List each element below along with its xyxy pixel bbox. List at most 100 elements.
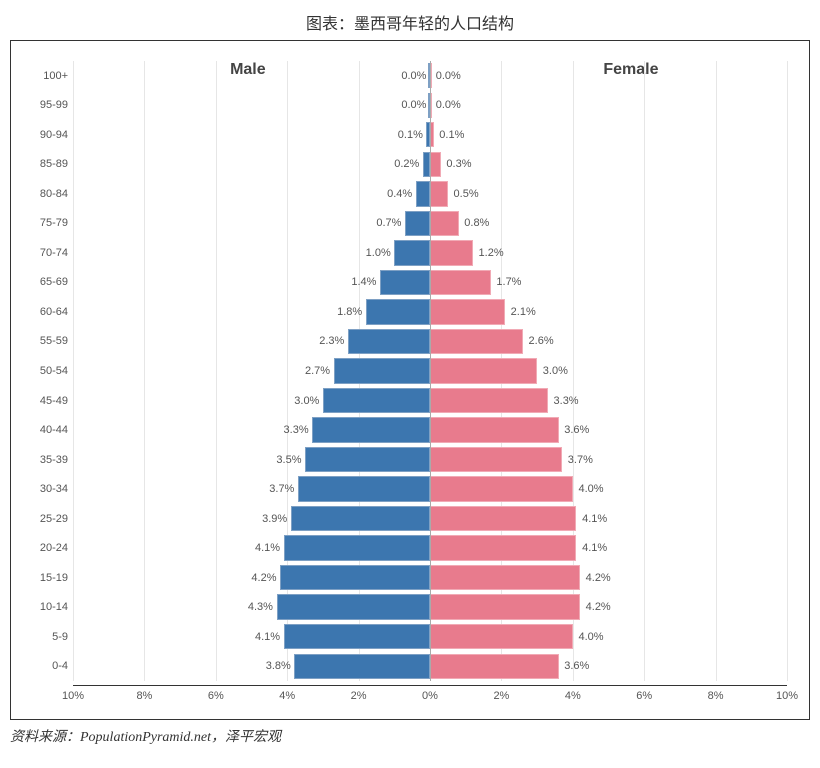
- male-value-label: 0.0%: [401, 99, 426, 111]
- male-value-label: 2.7%: [305, 365, 330, 377]
- x-axis-tick: 6%: [636, 690, 652, 702]
- female-value-label: 0.5%: [454, 188, 479, 200]
- male-bar: [423, 152, 430, 177]
- female-value-label: 0.0%: [436, 70, 461, 82]
- male-half: [73, 150, 430, 180]
- female-value-label: 3.6%: [564, 424, 589, 436]
- male-value-label: 0.0%: [401, 70, 426, 82]
- male-value-label: 0.2%: [394, 158, 419, 170]
- female-value-label: 0.0%: [436, 99, 461, 111]
- female-bar: [430, 565, 580, 590]
- y-axis-label: 25-29: [23, 513, 68, 525]
- male-bar: [380, 270, 430, 295]
- y-axis-label: 40-44: [23, 424, 68, 436]
- female-bar: [430, 476, 573, 501]
- male-half: [73, 356, 430, 386]
- male-half: [73, 651, 430, 681]
- y-axis-label: 20-24: [23, 542, 68, 554]
- female-bar: [430, 270, 491, 295]
- male-bar: [291, 506, 430, 531]
- male-bar: [305, 447, 430, 472]
- chart-title: 图表：墨西哥年轻的人口结构: [10, 10, 810, 34]
- x-axis-tick: 6%: [208, 690, 224, 702]
- x-axis-tick: 10%: [776, 690, 798, 702]
- male-half: [73, 61, 430, 91]
- population-pyramid-chart: Male Female 0.0%0.0%0.0%0.0%0.1%0.1%0.2%…: [23, 51, 797, 711]
- male-value-label: 3.0%: [294, 395, 319, 407]
- male-value-label: 3.8%: [266, 660, 291, 672]
- y-axis-label: 55-59: [23, 335, 68, 347]
- female-half: [430, 150, 787, 180]
- female-value-label: 3.6%: [564, 660, 589, 672]
- male-half: [73, 179, 430, 209]
- y-axis-label: 95-99: [23, 99, 68, 111]
- female-bar: [430, 447, 562, 472]
- y-axis-label: 45-49: [23, 395, 68, 407]
- male-value-label: 3.5%: [276, 454, 301, 466]
- female-value-label: 3.3%: [554, 395, 579, 407]
- female-bar: [430, 624, 573, 649]
- female-half: [430, 268, 787, 298]
- x-axis-tick: 10%: [62, 690, 84, 702]
- x-axis-tick: 4%: [279, 690, 295, 702]
- male-bar: [294, 654, 430, 679]
- y-axis-label: 80-84: [23, 188, 68, 200]
- male-bar: [284, 624, 430, 649]
- female-half: [430, 297, 787, 327]
- female-bar: [430, 388, 548, 413]
- female-bar: [430, 535, 576, 560]
- female-value-label: 3.0%: [543, 365, 568, 377]
- x-axis-tick: 2%: [493, 690, 509, 702]
- male-value-label: 0.7%: [376, 217, 401, 229]
- female-half: [430, 415, 787, 445]
- female-half: [430, 327, 787, 357]
- y-axis-label: 5-9: [23, 631, 68, 643]
- male-bar: [277, 594, 431, 619]
- y-axis-label: 65-69: [23, 276, 68, 288]
- x-axis-tick: 0%: [422, 690, 438, 702]
- male-bar: [298, 476, 430, 501]
- y-axis-label: 100+: [23, 70, 68, 82]
- male-half: [73, 386, 430, 416]
- male-bar: [416, 181, 430, 206]
- gridline: [787, 61, 788, 681]
- y-axis-label: 70-74: [23, 247, 68, 259]
- female-value-label: 4.1%: [582, 542, 607, 554]
- male-bar: [405, 211, 430, 236]
- female-half: [430, 474, 787, 504]
- y-axis-label: 75-79: [23, 217, 68, 229]
- female-half: [430, 445, 787, 475]
- male-bar: [323, 388, 430, 413]
- female-bar: [430, 240, 473, 265]
- female-bar: [430, 654, 559, 679]
- female-half: [430, 356, 787, 386]
- chart-container: Male Female 0.0%0.0%0.0%0.0%0.1%0.1%0.2%…: [10, 40, 810, 720]
- male-value-label: 0.1%: [398, 129, 423, 141]
- male-half: [73, 445, 430, 475]
- female-value-label: 2.6%: [529, 335, 554, 347]
- female-half: [430, 61, 787, 91]
- female-half: [430, 179, 787, 209]
- female-bar: [430, 152, 441, 177]
- male-half: [73, 504, 430, 534]
- female-value-label: 4.2%: [586, 601, 611, 613]
- female-bar: [430, 299, 505, 324]
- y-axis-label: 0-4: [23, 660, 68, 672]
- male-half: [73, 474, 430, 504]
- y-axis-label: 30-34: [23, 483, 68, 495]
- male-value-label: 1.8%: [337, 306, 362, 318]
- female-half: [430, 651, 787, 681]
- female-half: [430, 386, 787, 416]
- female-half: [430, 91, 787, 121]
- male-bar: [284, 535, 430, 560]
- source-citation: 资料来源：PopulationPyramid.net，泽平宏观: [10, 726, 810, 746]
- female-bar: [430, 594, 580, 619]
- female-half: [430, 533, 787, 563]
- female-bar: [430, 506, 576, 531]
- female-half: [430, 622, 787, 652]
- female-bar: [430, 211, 459, 236]
- female-bar: [430, 417, 559, 442]
- male-value-label: 4.1%: [255, 542, 280, 554]
- female-value-label: 4.0%: [579, 483, 604, 495]
- center-axis-line: [430, 61, 431, 681]
